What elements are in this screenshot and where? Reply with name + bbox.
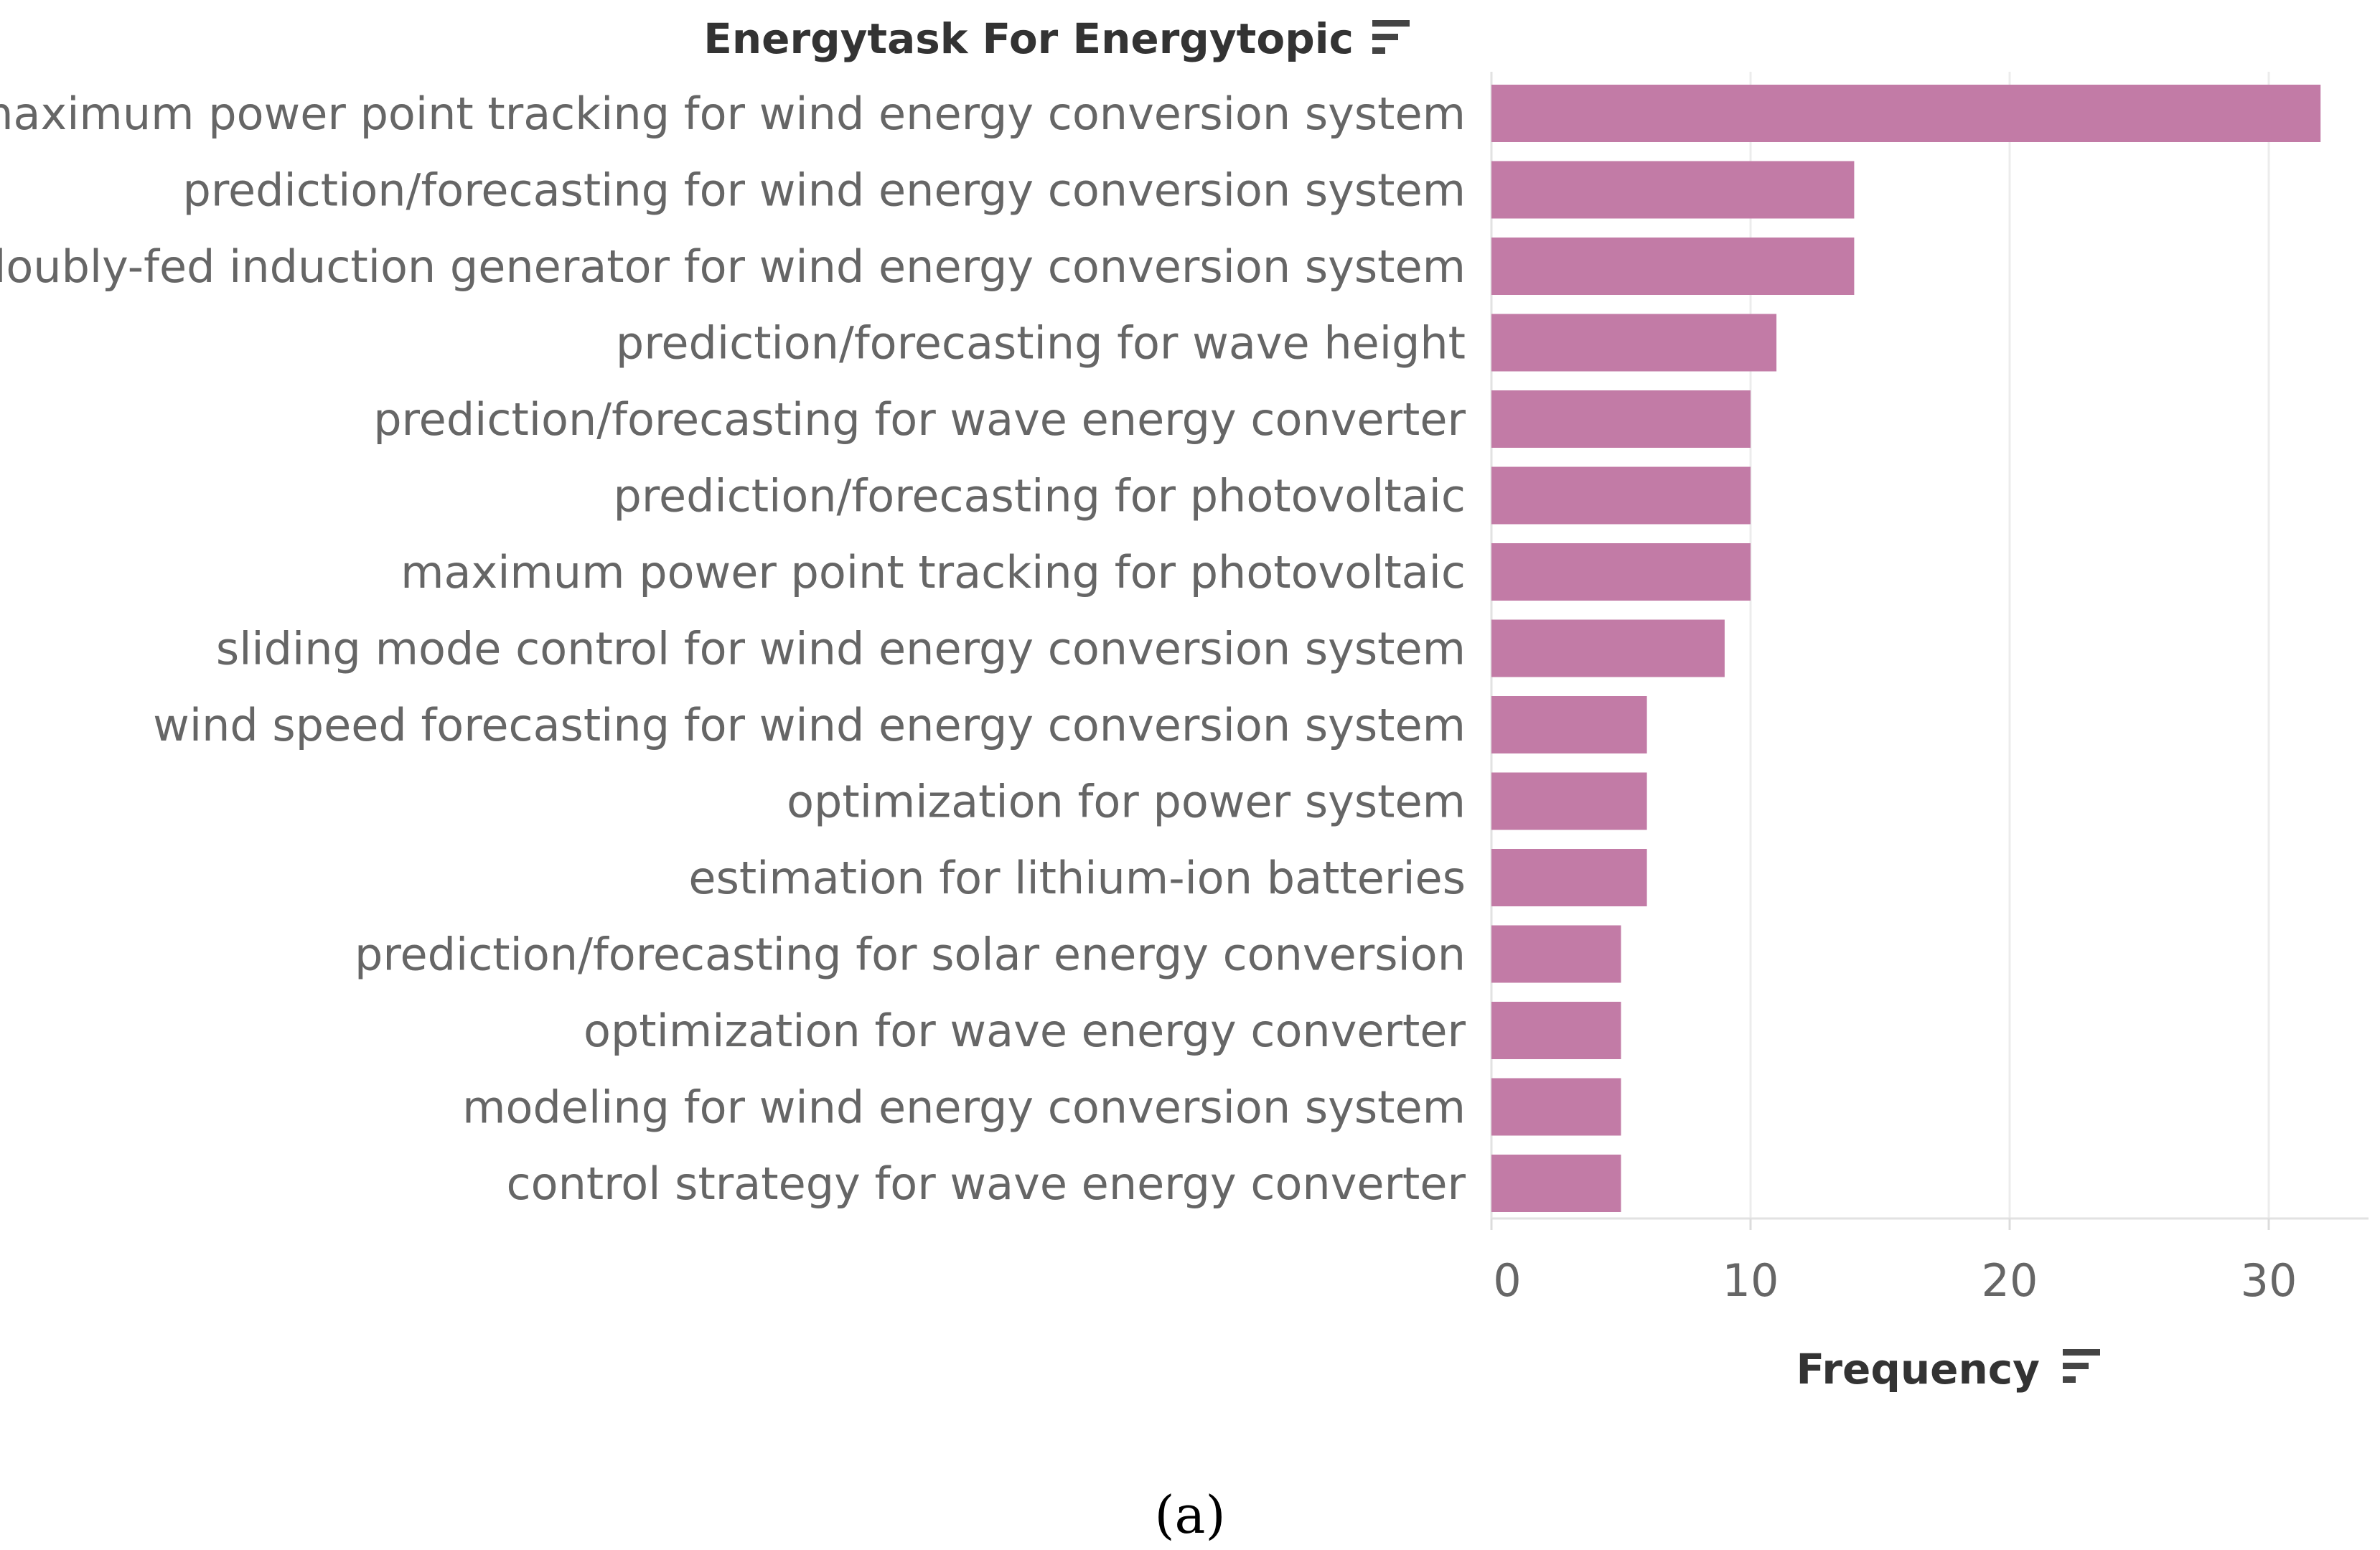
category-label: prediction/forecasting for photovoltaic [613, 470, 1466, 522]
category-labels: maximum power point tracking for wind en… [0, 88, 1466, 1210]
category-label: estimation for lithium-ion batteries [688, 852, 1466, 904]
bar[interactable] [1491, 390, 1751, 448]
bar[interactable] [1491, 619, 1725, 677]
x-tick-labels: 0 10 20 30 [1490, 1218, 2297, 1307]
chart-title[interactable]: Energytask For Energytopic [703, 14, 1354, 63]
category-label: prediction/forecasting for wave energy c… [373, 393, 1466, 446]
x-tick-label: 20 [1982, 1254, 2038, 1307]
figure-caption: (a) [1154, 1485, 1225, 1545]
category-label: optimization for power system [787, 776, 1466, 828]
bar[interactable] [1491, 1155, 1621, 1212]
category-label: modeling for wind energy conversion syst… [462, 1081, 1466, 1134]
bar[interactable] [1491, 849, 1647, 906]
bar[interactable] [1491, 925, 1621, 983]
category-label: wind speed forecasting for wind energy c… [153, 699, 1466, 751]
bar[interactable] [1491, 238, 1855, 295]
bar[interactable] [1491, 466, 1751, 525]
x-tick-label: 0 [1493, 1254, 1521, 1307]
category-label: prediction/forecasting for wind energy c… [183, 164, 1466, 217]
category-label: maximum power point tracking for photovo… [400, 546, 1466, 598]
bar[interactable] [1491, 696, 1647, 753]
x-tick-label: 10 [1723, 1254, 1779, 1307]
sort-descending-icon[interactable] [2063, 1349, 2100, 1383]
bar[interactable] [1491, 314, 1777, 372]
bars [1491, 85, 2321, 1212]
bar[interactable] [1491, 1078, 1621, 1136]
bar[interactable] [1491, 1002, 1621, 1059]
category-label: sliding mode control for wind energy con… [216, 623, 1466, 675]
category-label: prediction/forecasting for solar energy … [355, 929, 1466, 981]
category-label: optimization for wave energy converter [584, 1005, 1466, 1057]
sort-descending-icon[interactable] [1372, 20, 1410, 54]
bar[interactable] [1491, 543, 1751, 601]
bar[interactable] [1491, 161, 1855, 219]
x-axis-title[interactable]: Frequency [1796, 1345, 2040, 1394]
category-label: control strategy for wave energy convert… [507, 1157, 1466, 1210]
category-label: prediction/forecasting for wave height [616, 317, 1466, 370]
bar[interactable] [1491, 772, 1647, 830]
category-label: maximum power point tracking for wind en… [0, 88, 1466, 140]
category-label: doubly-fed induction generator for wind … [0, 240, 1466, 293]
x-tick-label: 30 [2241, 1254, 2297, 1307]
bar[interactable] [1491, 85, 2321, 142]
